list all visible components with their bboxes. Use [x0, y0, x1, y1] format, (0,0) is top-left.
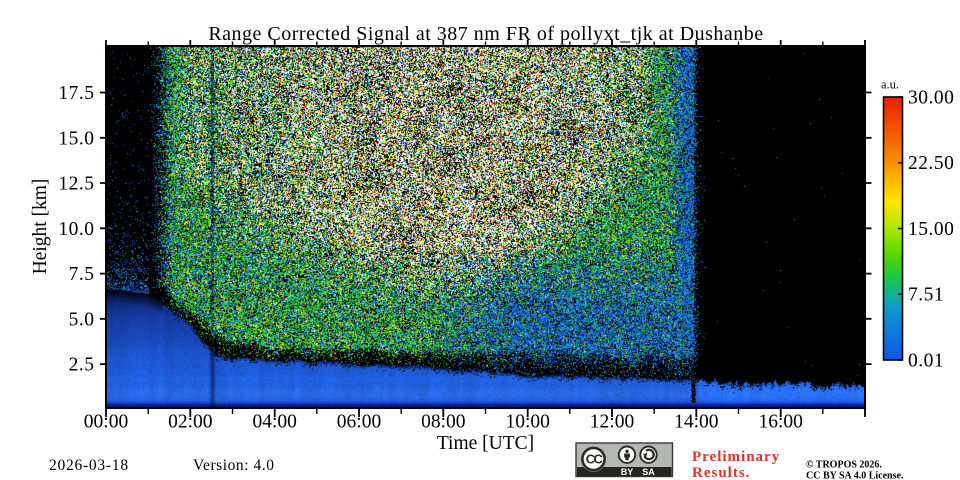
- svg-text:7.5: 7.5: [69, 264, 95, 285]
- svg-text:Height [km]: Height [km]: [30, 179, 51, 275]
- svg-text:Preliminary: Preliminary: [692, 449, 780, 465]
- svg-text:04:00: 04:00: [252, 412, 296, 433]
- svg-text:2.5: 2.5: [69, 355, 95, 376]
- svg-text:Results.: Results.: [692, 465, 750, 480]
- svg-text:Version: 4.0: Version: 4.0: [193, 457, 275, 474]
- svg-text:00:00: 00:00: [84, 412, 128, 433]
- svg-text:02:00: 02:00: [168, 412, 212, 433]
- svg-text:5.0: 5.0: [69, 309, 95, 330]
- svg-text:a.u.: a.u.: [881, 78, 899, 92]
- svg-text:08:00: 08:00: [421, 412, 465, 433]
- svg-text:SA: SA: [642, 467, 655, 477]
- svg-text:10.0: 10.0: [58, 219, 94, 240]
- svg-text:30.00: 30.00: [908, 88, 954, 109]
- svg-text:15.0: 15.0: [58, 128, 94, 149]
- svg-text:06:00: 06:00: [337, 412, 381, 433]
- svg-text:14:00: 14:00: [674, 412, 718, 433]
- svg-text:© TROPOS 2026.: © TROPOS 2026.: [806, 460, 882, 471]
- svg-text:12:00: 12:00: [590, 412, 634, 433]
- svg-text:BY: BY: [621, 467, 634, 477]
- svg-text:16:00: 16:00: [758, 412, 802, 433]
- svg-text:12.5: 12.5: [58, 174, 94, 195]
- svg-text:CC: CC: [586, 452, 604, 467]
- svg-text:22.50: 22.50: [908, 153, 954, 174]
- svg-text:15.00: 15.00: [908, 219, 954, 240]
- svg-text:Range Corrected Signal at 387: Range Corrected Signal at 387 nm FR of p…: [208, 23, 763, 45]
- svg-text:0.01: 0.01: [908, 351, 944, 372]
- svg-text:7.51: 7.51: [908, 285, 944, 306]
- svg-text:10:00: 10:00: [505, 412, 549, 433]
- svg-text:Time [UTC]: Time [UTC]: [437, 433, 534, 454]
- svg-text:2026-03-18: 2026-03-18: [49, 457, 129, 474]
- svg-text:CC BY SA 4.0 License.: CC BY SA 4.0 License.: [806, 471, 904, 480]
- svg-text:17.5: 17.5: [58, 83, 94, 104]
